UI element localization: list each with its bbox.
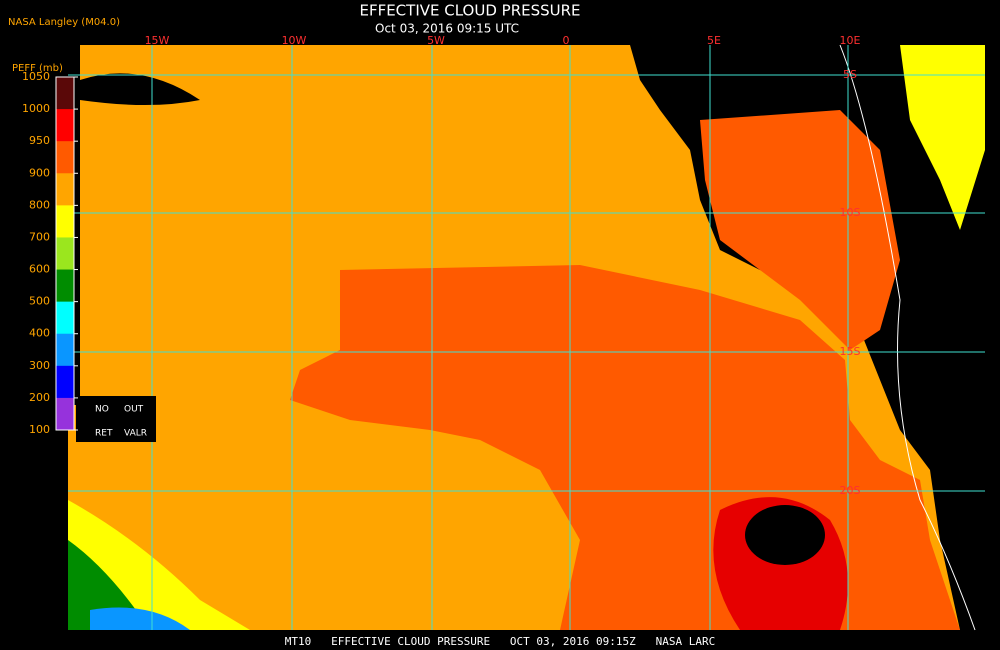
flag-label: NO <box>95 405 109 415</box>
flag-label: VALR <box>124 429 147 439</box>
legend-tick-label: 700 <box>29 230 50 243</box>
lon-label: 15W <box>145 34 170 47</box>
flag-label: OUT <box>124 405 144 415</box>
legend-swatch <box>56 141 74 174</box>
clear-nw <box>80 73 200 105</box>
flag-label: RET <box>95 429 113 439</box>
legend-frame <box>55 76 75 431</box>
legend-tick-label: 300 <box>29 359 50 372</box>
graticule <box>68 45 985 630</box>
legend-tick-label: 800 <box>29 198 50 211</box>
land-cloud-yellow <box>900 45 985 230</box>
subtitle: Oct 03, 2016 09:15 UTC <box>375 22 519 36</box>
legend-tick-label: 950 <box>29 134 50 147</box>
legend-tick-label: 900 <box>29 166 50 179</box>
lon-label: 5E <box>707 34 721 47</box>
cloud-blue-sw <box>90 607 190 630</box>
legend-swatch <box>56 173 74 206</box>
lon-label: 5W <box>427 34 445 47</box>
cloud-east <box>700 110 900 350</box>
lat-label: 5S <box>843 68 857 81</box>
legend-swatch <box>56 301 74 335</box>
legend-swatch <box>56 205 74 238</box>
legend-tick-label: 200 <box>29 391 50 404</box>
legend-tick-label: 400 <box>29 327 50 340</box>
lon-label: 10W <box>282 34 307 47</box>
legend-swatch <box>56 77 74 110</box>
legend-swatch <box>56 333 74 367</box>
lat-label: 15S <box>840 345 861 358</box>
legend-tick-label: 1050 <box>22 70 50 83</box>
footer-caption: MT10 EFFECTIVE CLOUD PRESSURE OCT 03, 20… <box>285 635 715 648</box>
title: EFFECTIVE CLOUD PRESSURE <box>359 2 580 20</box>
cloud-green-sw <box>68 540 150 630</box>
legend-swatch <box>56 397 74 431</box>
source-label: NASA Langley (M04.0) <box>8 17 120 28</box>
legend-swatch <box>56 237 74 271</box>
coastline <box>839 44 976 631</box>
lat-label: 20S <box>840 484 861 497</box>
legend-swatch <box>56 109 74 142</box>
legend-swatch <box>56 269 74 303</box>
legend-tick-label: 600 <box>29 263 50 276</box>
lon-label: 0 <box>563 34 570 47</box>
legend-tick-label: 500 <box>29 295 50 308</box>
lon-label: 10E <box>840 34 861 47</box>
clear-sky <box>745 505 825 565</box>
flag-box <box>76 396 156 442</box>
footer-bar <box>0 632 1000 650</box>
legend-tick-label: 1000 <box>22 102 50 115</box>
legend-title: PEFF (mb) <box>12 63 63 74</box>
legend-swatch <box>56 365 74 399</box>
legend-tick-label: 100 <box>29 423 50 436</box>
map-image <box>68 44 985 631</box>
lat-label: 10S <box>840 206 861 219</box>
